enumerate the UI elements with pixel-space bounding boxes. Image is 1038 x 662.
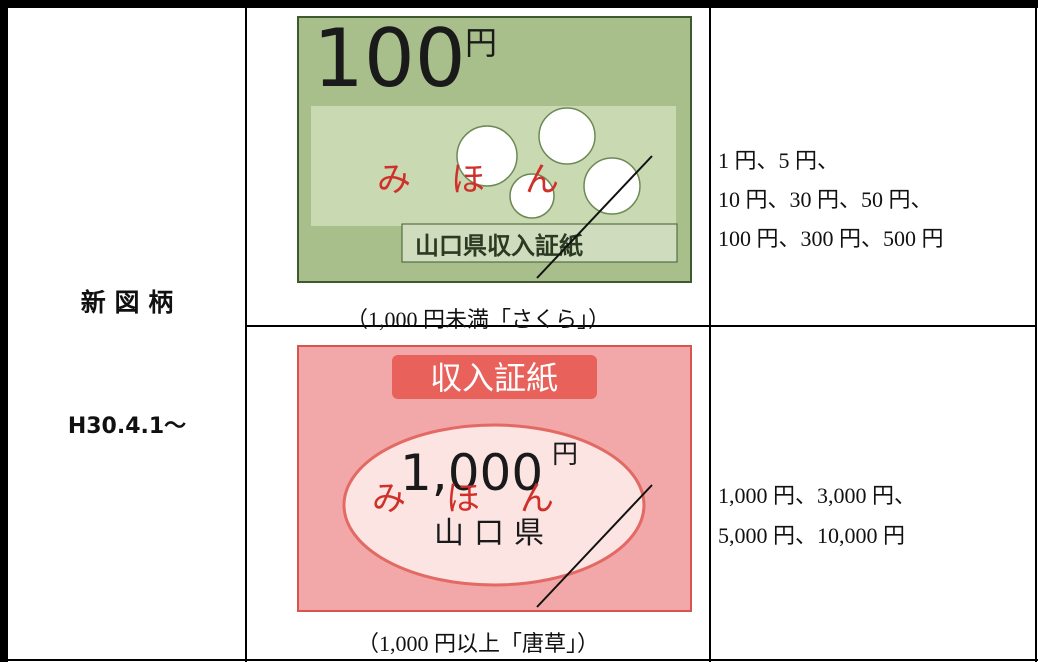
stamp-sample: みほん — [377, 160, 599, 200]
denomination-line: 10 円、30 円、50 円、 — [718, 187, 933, 212]
stamp-label: 山口県収入証紙 — [415, 232, 583, 260]
denomination-line: 100 円、300 円、500 円 — [718, 226, 944, 251]
stamp-unit: 円 — [552, 440, 578, 470]
stamp-panel — [342, 423, 646, 587]
flowers — [456, 107, 641, 219]
stamp-label: 山口県 — [434, 516, 554, 551]
label-frame — [401, 223, 678, 263]
stamp-value: 100 — [313, 16, 466, 105]
stamp-sakura: 100 円 山口県収入証紙 みほん — [297, 16, 692, 283]
border-bottom — [0, 659, 1038, 661]
border-left — [0, 0, 8, 662]
row-divider — [246, 325, 1036, 327]
stamp-karakusa: 収入証紙 1,000 円 山口県 みほん — [297, 345, 692, 612]
void-line — [536, 155, 653, 279]
void-line — [536, 484, 653, 608]
caption: （1,000 円未満「さくら」） — [345, 307, 610, 332]
denomination-line: 5,000 円、10,000 円 — [718, 523, 906, 548]
border-top — [0, 0, 1038, 8]
column-divider — [709, 0, 711, 662]
stamp-sample: みほん — [372, 479, 594, 519]
denomination-line: 1,000 円、3,000 円、 — [718, 483, 917, 508]
caption: （1,000 円以上「唐草」） — [356, 631, 599, 656]
border-right — [1035, 0, 1037, 662]
header-band — [392, 355, 597, 399]
stamp-header: 収入証紙 — [430, 359, 558, 397]
stamp-value: 1,000 — [400, 444, 543, 502]
start-date: H30.4.1〜 — [67, 414, 187, 439]
denomination-line: 1 円、5 円、 — [718, 148, 840, 173]
column-divider — [245, 0, 247, 662]
design-title: 新 図 柄 — [80, 288, 174, 317]
stamp-unit: 円 — [465, 24, 497, 62]
